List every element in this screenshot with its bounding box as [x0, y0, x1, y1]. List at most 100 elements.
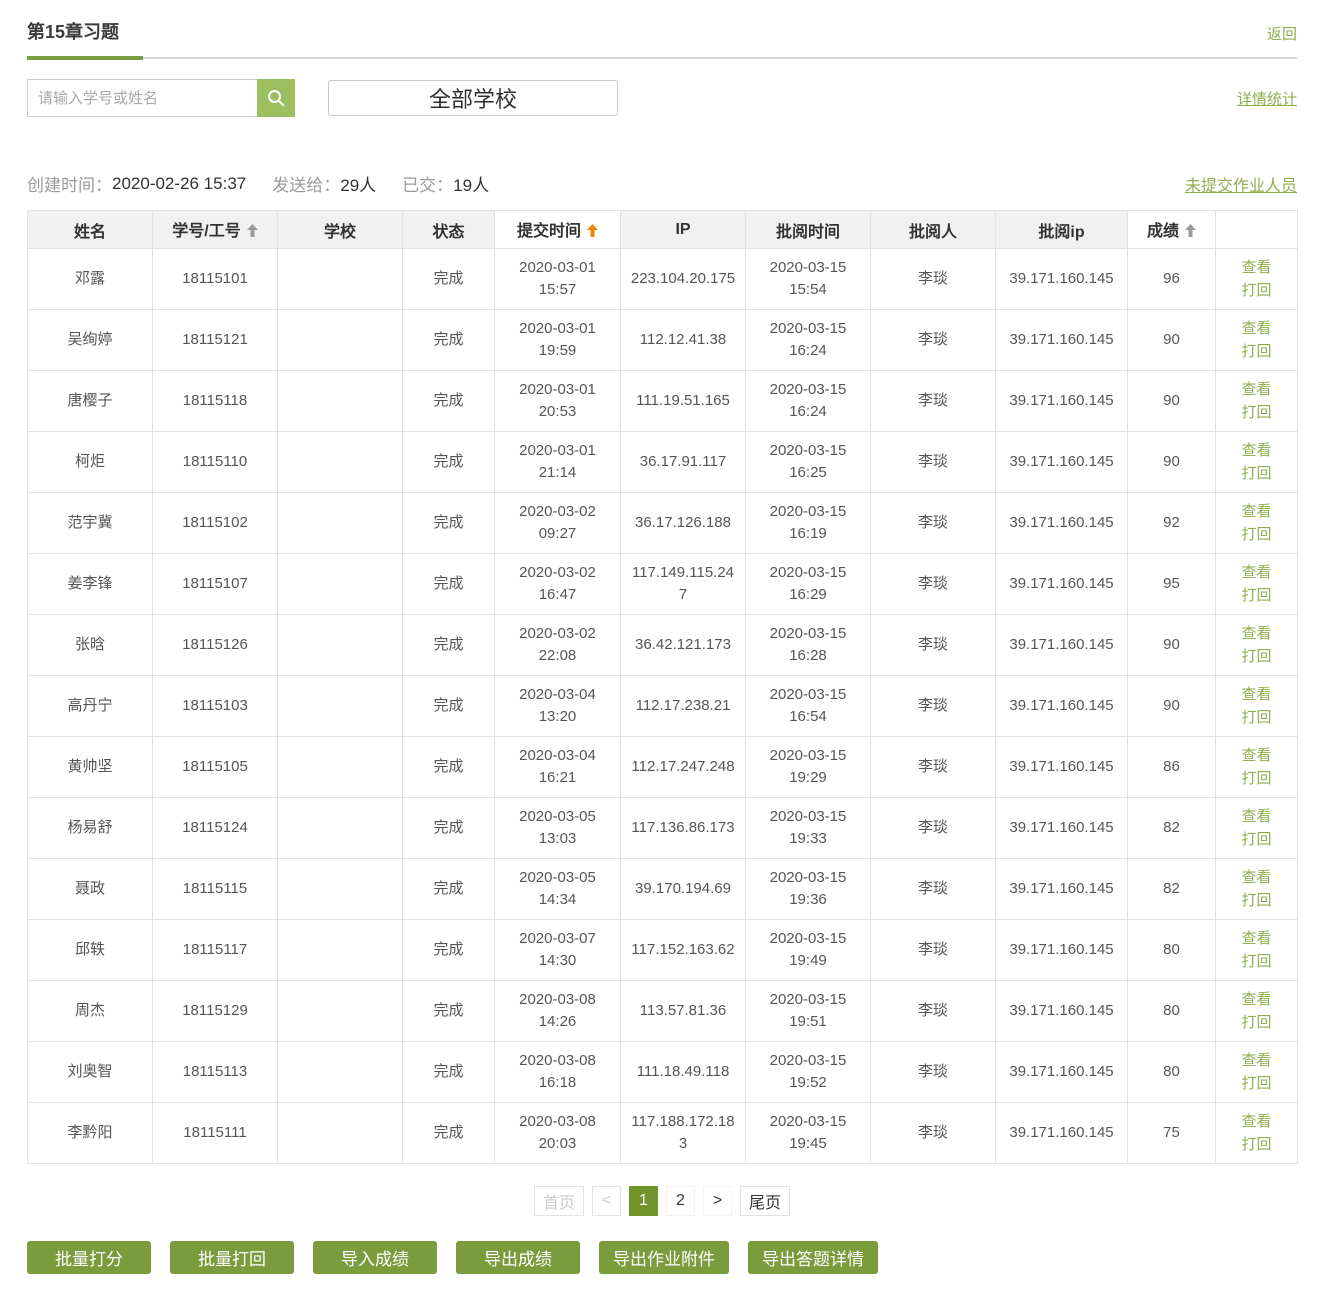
cell-actions: 查看 打回: [1215, 431, 1298, 493]
view-link[interactable]: 查看: [1241, 990, 1272, 1008]
cell-ip: 112.17.247.248: [620, 736, 746, 798]
view-link[interactable]: 查看: [1241, 380, 1272, 398]
cell-submit-time: 2020-03-05 14:34: [494, 858, 621, 920]
cell-name: 刘奥智: [27, 1041, 153, 1103]
table-row: 邓露 18115101 完成 2020-03-01 15:57 223.104.2…: [27, 248, 1298, 310]
view-link[interactable]: 查看: [1241, 746, 1272, 764]
sent-value: 29人: [340, 176, 377, 195]
batch-score-button[interactable]: 批量打分: [27, 1241, 151, 1274]
cell-score: 80: [1127, 980, 1216, 1042]
cell-ip: 117.152.163.62: [620, 919, 746, 981]
reject-link[interactable]: 打回: [1241, 587, 1272, 604]
pagination-last-button[interactable]: 尾页: [740, 1186, 791, 1216]
column-header-submit-time[interactable]: 提交时间: [494, 210, 621, 249]
reject-link[interactable]: 打回: [1241, 282, 1272, 299]
view-link[interactable]: 查看: [1241, 1051, 1272, 1069]
search-input[interactable]: [27, 79, 257, 117]
cell-student-id: 18115117: [152, 919, 278, 981]
export-answer-details-button[interactable]: 导出答题详情: [748, 1241, 878, 1274]
cell-name: 姜李锋: [27, 553, 153, 615]
cell-reviewer: 李琰: [870, 431, 996, 493]
cell-review-time: 2020-03-15 19:51: [745, 980, 871, 1042]
column-header-status: 状态: [402, 210, 495, 249]
export-scores-button[interactable]: 导出成绩: [456, 1241, 580, 1274]
table-row: 吴绚婷 18115121 完成 2020-03-01 19:59 112.12.4…: [27, 309, 1298, 371]
pagination-page-2[interactable]: 2: [666, 1186, 695, 1216]
view-link[interactable]: 查看: [1241, 929, 1272, 947]
export-attachments-button[interactable]: 导出作业附件: [599, 1241, 729, 1274]
reject-link[interactable]: 打回: [1241, 465, 1272, 482]
created-value: 2020-02-26 15:37: [112, 173, 247, 193]
cell-status: 完成: [402, 248, 495, 310]
reject-link[interactable]: 打回: [1241, 709, 1272, 726]
cell-school: [277, 980, 403, 1042]
cell-student-id: 18115113: [152, 1041, 278, 1103]
column-header-name: 姓名: [27, 210, 153, 249]
cell-school: [277, 309, 403, 371]
view-link[interactable]: 查看: [1241, 258, 1272, 276]
batch-reject-button[interactable]: 批量打回: [170, 1241, 294, 1274]
pagination-page-1[interactable]: 1: [629, 1186, 658, 1216]
view-link[interactable]: 查看: [1241, 1112, 1272, 1130]
cell-actions: 查看 打回: [1215, 492, 1298, 554]
reject-link[interactable]: 打回: [1241, 831, 1272, 848]
cell-school: [277, 614, 403, 676]
cell-review-time: 2020-03-15 16:54: [745, 675, 871, 737]
view-link[interactable]: 查看: [1241, 624, 1272, 642]
reject-link[interactable]: 打回: [1241, 1075, 1272, 1092]
cell-school: [277, 858, 403, 920]
view-link[interactable]: 查看: [1241, 319, 1272, 337]
back-link[interactable]: 返回: [1266, 26, 1297, 43]
reject-link[interactable]: 打回: [1241, 892, 1272, 909]
search-icon: [266, 88, 286, 108]
pagination-next-button[interactable]: >: [703, 1186, 732, 1216]
table-row: 刘奥智 18115113 完成 2020-03-08 16:18 111.18.4…: [27, 1041, 1298, 1103]
cell-reviewer: 李琰: [870, 614, 996, 676]
reject-link[interactable]: 打回: [1241, 1136, 1272, 1153]
cell-score: 82: [1127, 797, 1216, 859]
column-header-school: 学校: [277, 210, 403, 249]
cell-review-time: 2020-03-15 19:33: [745, 797, 871, 859]
reject-link[interactable]: 打回: [1241, 648, 1272, 665]
cell-review-ip: 39.171.160.145: [995, 309, 1128, 371]
reject-link[interactable]: 打回: [1241, 404, 1272, 421]
school-select[interactable]: 全部学校: [328, 80, 618, 116]
cell-reviewer: 李琰: [870, 980, 996, 1042]
column-header-review-ip: 批阅ip: [995, 210, 1128, 249]
cell-actions: 查看 打回: [1215, 675, 1298, 737]
cell-ip: 113.57.81.36: [620, 980, 746, 1042]
cell-ip: 117.136.86.173: [620, 797, 746, 859]
cell-score: 90: [1127, 309, 1216, 371]
view-link[interactable]: 查看: [1241, 685, 1272, 703]
view-link[interactable]: 查看: [1241, 868, 1272, 886]
cell-status: 完成: [402, 980, 495, 1042]
cell-review-time: 2020-03-15 19:52: [745, 1041, 871, 1103]
view-link[interactable]: 查看: [1241, 441, 1272, 459]
view-link[interactable]: 查看: [1241, 502, 1272, 520]
column-header-student-id[interactable]: 学号/工号: [152, 210, 278, 249]
unsubmitted-link[interactable]: 未提交作业人员: [1184, 177, 1297, 195]
cell-reviewer: 李琰: [870, 919, 996, 981]
cell-actions: 查看 打回: [1215, 309, 1298, 371]
view-link[interactable]: 查看: [1241, 563, 1272, 581]
reject-link[interactable]: 打回: [1241, 526, 1272, 543]
stats-link[interactable]: 详情统计: [1236, 90, 1297, 108]
cell-school: [277, 553, 403, 615]
table-row: 范宇冀 18115102 完成 2020-03-02 09:27 36.17.12…: [27, 492, 1298, 554]
table-row: 杨易舒 18115124 完成 2020-03-05 13:03 117.136.…: [27, 797, 1298, 859]
cell-student-id: 18115129: [152, 980, 278, 1042]
cell-status: 完成: [402, 1102, 495, 1164]
import-scores-button[interactable]: 导入成绩: [313, 1241, 437, 1274]
cell-status: 完成: [402, 736, 495, 798]
cell-review-ip: 39.171.160.145: [995, 492, 1128, 554]
reject-link[interactable]: 打回: [1241, 1014, 1272, 1031]
sort-up-active-icon: [587, 224, 598, 242]
cell-review-ip: 39.171.160.145: [995, 919, 1128, 981]
view-link[interactable]: 查看: [1241, 807, 1272, 825]
column-header-score[interactable]: 成绩: [1127, 210, 1216, 249]
reject-link[interactable]: 打回: [1241, 770, 1272, 787]
search-button[interactable]: [257, 79, 295, 117]
reject-link[interactable]: 打回: [1241, 343, 1272, 360]
reject-link[interactable]: 打回: [1241, 953, 1272, 970]
